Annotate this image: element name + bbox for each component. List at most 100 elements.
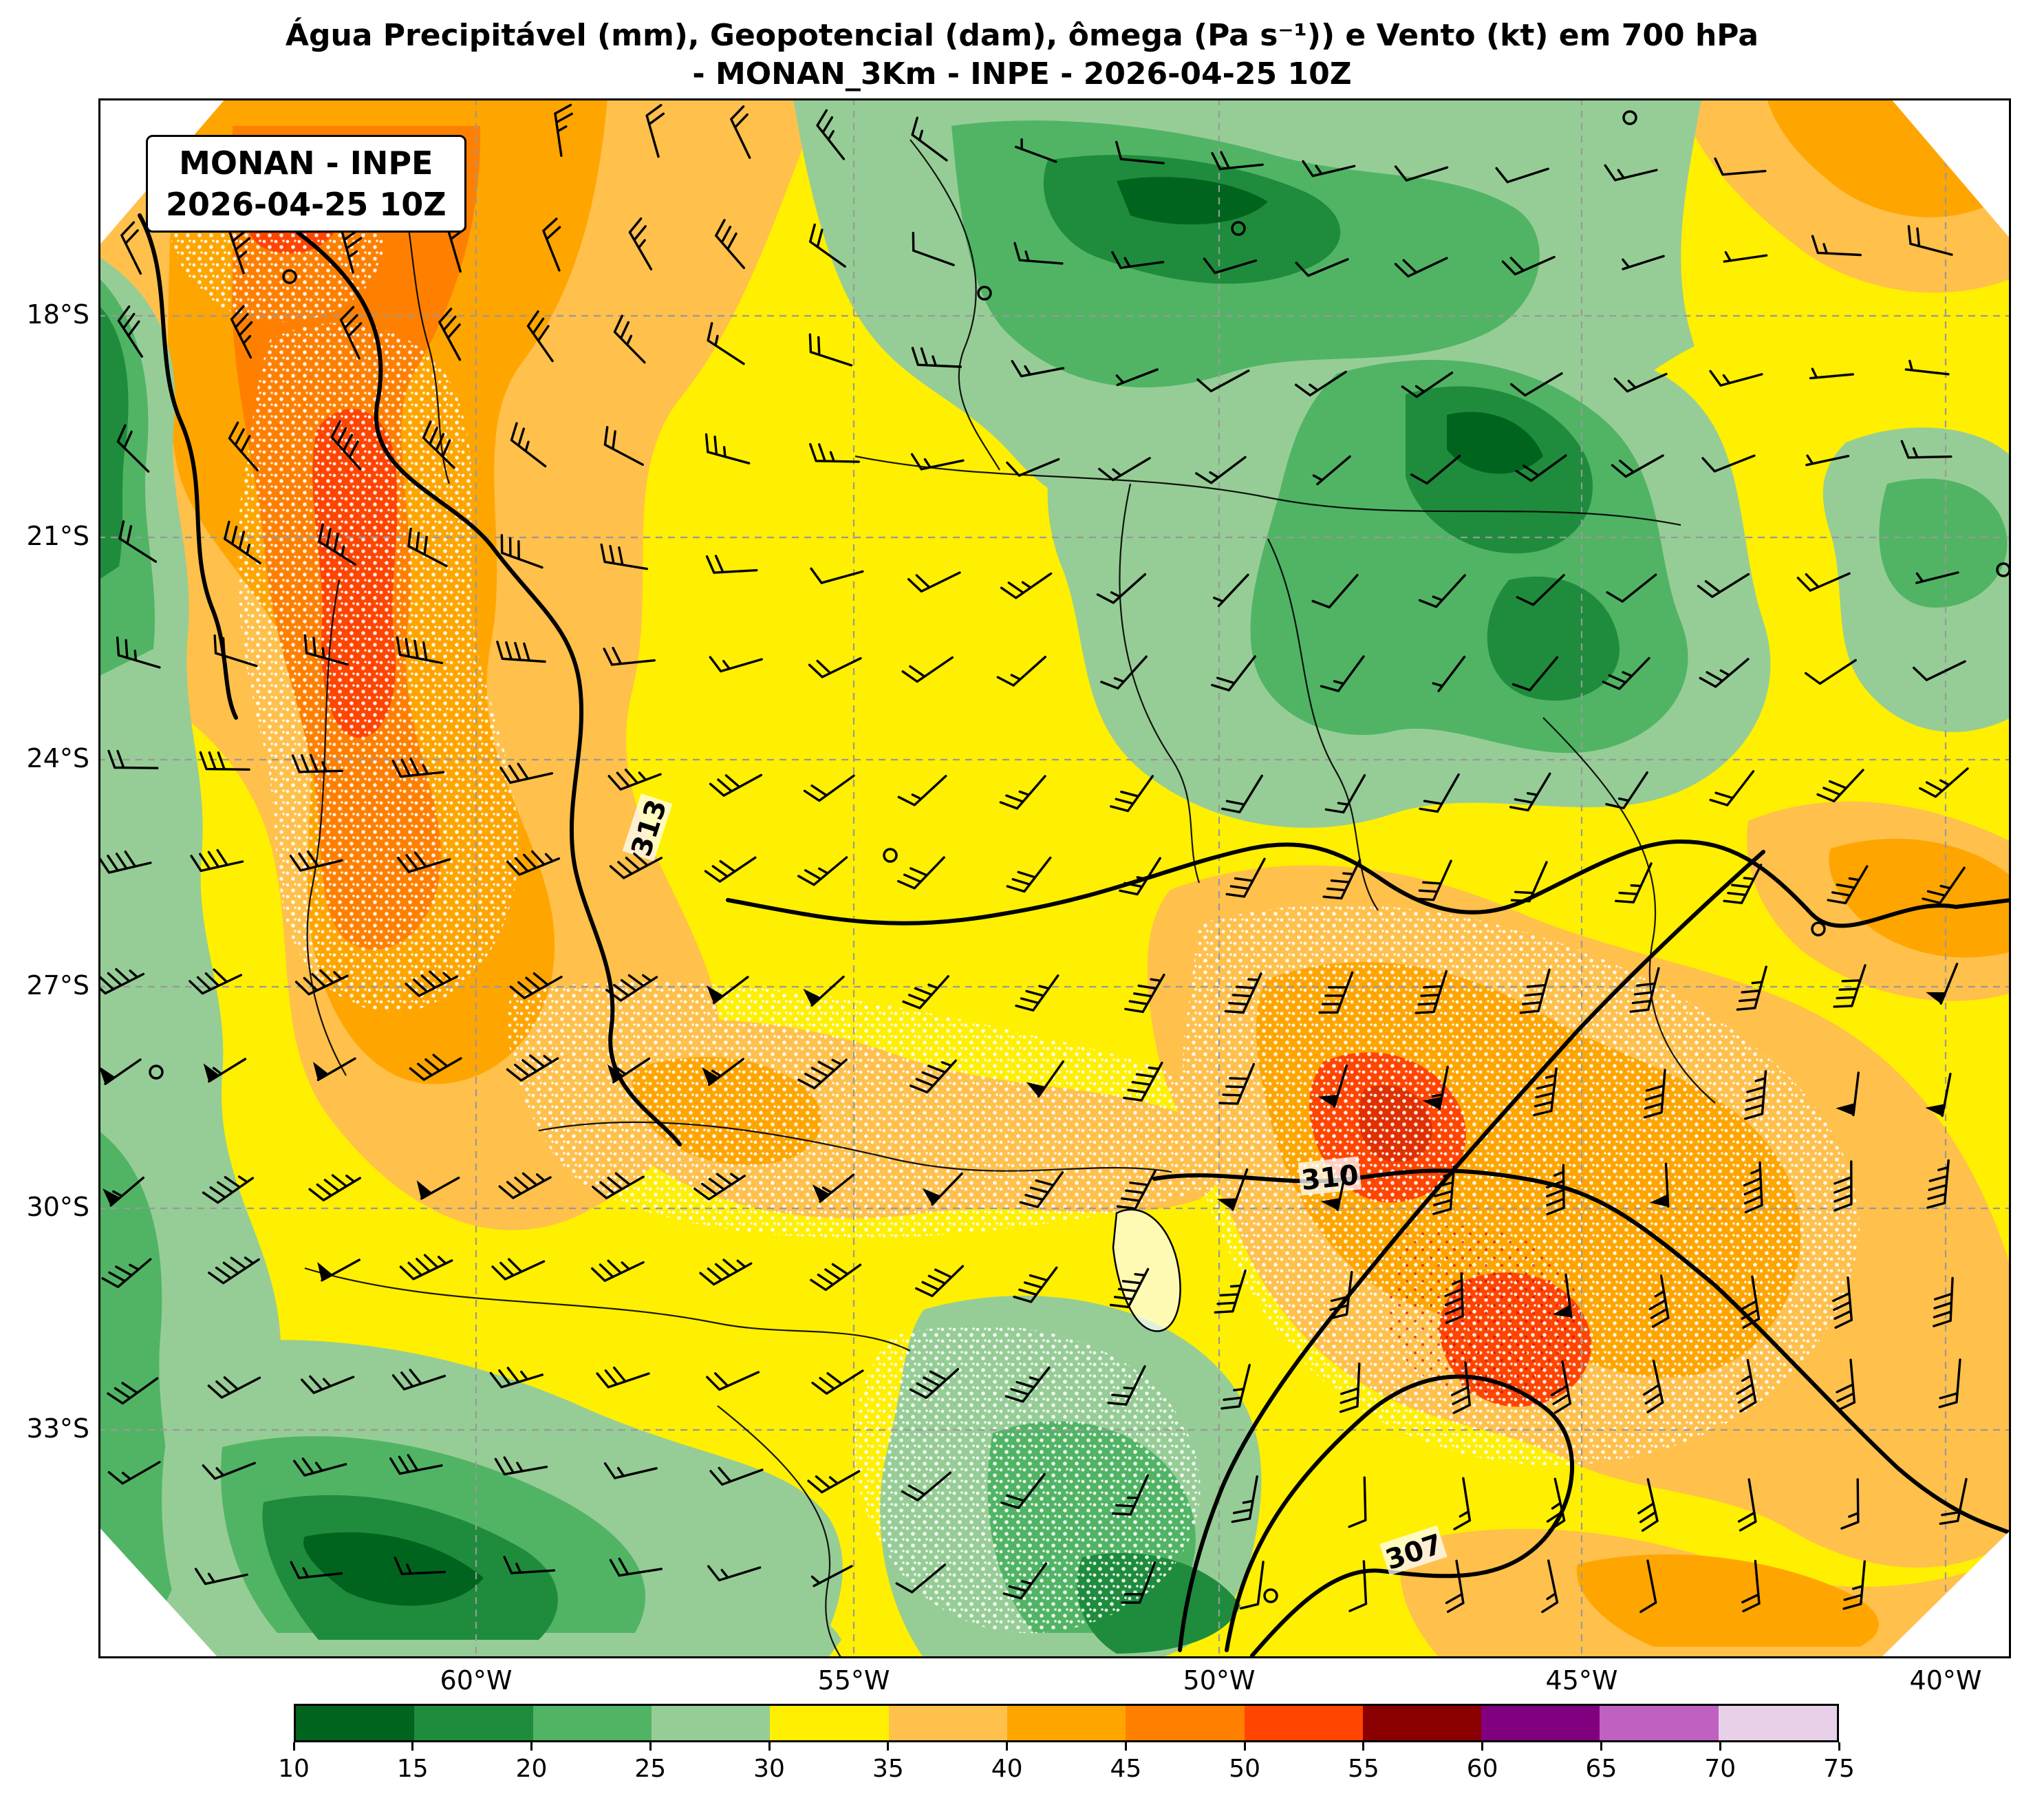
wind-barb <box>730 105 751 159</box>
wind-barb <box>120 221 142 275</box>
wind-barb <box>1000 1473 1046 1510</box>
wind-barb <box>1648 1274 1670 1328</box>
wind-barb <box>301 1375 355 1394</box>
wind-barb <box>1512 656 1559 692</box>
wind-barb <box>391 758 445 778</box>
wind-barb <box>1736 965 1767 1011</box>
wind-barb <box>1723 864 1763 904</box>
wind-barb <box>909 1368 960 1399</box>
wind-barb <box>1922 866 1966 904</box>
wind-barb <box>1925 1072 1952 1118</box>
y-tick-label: 21°S <box>26 521 89 551</box>
wind-barb <box>699 1259 753 1286</box>
wind-barb <box>797 1058 848 1089</box>
wind-barb <box>510 422 547 468</box>
svg-text:310: 310 <box>1300 1159 1360 1197</box>
wind-barb <box>1312 455 1351 486</box>
colorbar-tick <box>1481 1742 1484 1751</box>
wind-barb <box>1501 255 1556 276</box>
y-tick-label: 30°S <box>26 1192 89 1222</box>
wind-barb <box>438 308 462 361</box>
wind-barb <box>1096 573 1147 604</box>
wind-barb <box>554 103 573 158</box>
wind-barb <box>500 534 544 569</box>
wind-barb <box>208 1257 260 1285</box>
wind-barb <box>811 1369 864 1395</box>
wind-barb <box>1211 655 1256 692</box>
colorbar-tick <box>768 1742 771 1751</box>
wind-barb <box>1836 1358 1856 1411</box>
wind-barb <box>1744 1070 1767 1120</box>
wind-barb <box>542 217 561 272</box>
colorbar-tick <box>1243 1742 1246 1751</box>
colorbar-tick <box>292 1742 295 1751</box>
wind-barb <box>199 751 250 771</box>
wind-barb <box>1643 1069 1666 1119</box>
colorbar-segment <box>414 1706 533 1740</box>
wind-barb <box>494 1456 548 1476</box>
wind-barb <box>1110 775 1154 813</box>
wind-barb <box>1239 1561 1265 1610</box>
colorbar-tick <box>411 1742 414 1751</box>
colorbar-tick-label: 20 <box>515 1755 548 1783</box>
wind-barb <box>809 442 860 463</box>
figure-title-line2: - MONAN_3Km - INPE - 2026-04-25 10Z <box>692 56 1352 92</box>
wind-barb <box>391 1369 447 1391</box>
wind-barb <box>1709 770 1755 806</box>
wind-barb <box>1432 1165 1456 1215</box>
wind-barb <box>592 1172 645 1199</box>
wind-barb <box>422 420 455 469</box>
wind-barb <box>1697 573 1750 598</box>
colorbar-tick <box>1719 1742 1721 1751</box>
wind-barb <box>707 322 745 365</box>
wind-barb <box>607 1057 651 1084</box>
wind-barb <box>803 975 845 1007</box>
wind-barb <box>1124 973 1165 1014</box>
colorbar-tick <box>1362 1742 1365 1751</box>
wind-barb <box>318 523 357 566</box>
wind-barb <box>1000 572 1053 599</box>
wind-barb <box>1203 257 1258 275</box>
wind-barb <box>506 1054 559 1082</box>
wind-barb <box>107 749 159 769</box>
colorbar-tick-label: 50 <box>1229 1755 1261 1783</box>
wind-barb <box>1231 1475 1258 1523</box>
colorbar-tick-label: 35 <box>872 1755 904 1783</box>
wind-barb <box>715 219 745 270</box>
wind-barb <box>405 970 459 997</box>
wind-barb <box>1832 1276 1853 1329</box>
wind-barb <box>1100 655 1148 690</box>
wind-barb <box>709 773 763 797</box>
wind-barb <box>709 656 763 673</box>
wind-barb <box>1026 1060 1064 1098</box>
wind-barb <box>1805 454 1850 467</box>
wind-barb <box>613 314 646 364</box>
wind-barb <box>810 567 864 584</box>
wind-barb <box>313 1057 356 1082</box>
wind-barb <box>1509 772 1551 812</box>
colorbar-tick <box>1600 1742 1602 1751</box>
colorbar-segment <box>1007 1706 1126 1740</box>
wind-barb <box>98 1058 142 1085</box>
wind-barb <box>628 217 653 270</box>
wind-barb <box>1495 167 1549 184</box>
wind-barb <box>1519 968 1551 1014</box>
wind-barb <box>706 976 749 1005</box>
wind-barb <box>290 1561 343 1579</box>
x-tick-label: 60°W <box>440 1665 513 1696</box>
wind-barb <box>1418 574 1466 608</box>
wind-barb <box>704 433 751 464</box>
model-run-annotation: MONAN - INPE 2026-04-25 10Z <box>146 135 466 233</box>
wind-barb <box>103 1176 145 1207</box>
wind-barb <box>1295 258 1349 277</box>
wind-barb <box>526 310 554 363</box>
wind-barb <box>224 520 261 564</box>
colorbar-segment <box>1481 1706 1600 1740</box>
wind-barb <box>1214 1269 1247 1314</box>
wind-barb <box>1006 458 1060 477</box>
wind-barb <box>812 1173 855 1203</box>
wind-barb <box>1515 454 1567 482</box>
wind-barb <box>1107 1365 1146 1406</box>
wind-barb <box>1401 372 1454 398</box>
wind-barb <box>1833 964 1867 1008</box>
